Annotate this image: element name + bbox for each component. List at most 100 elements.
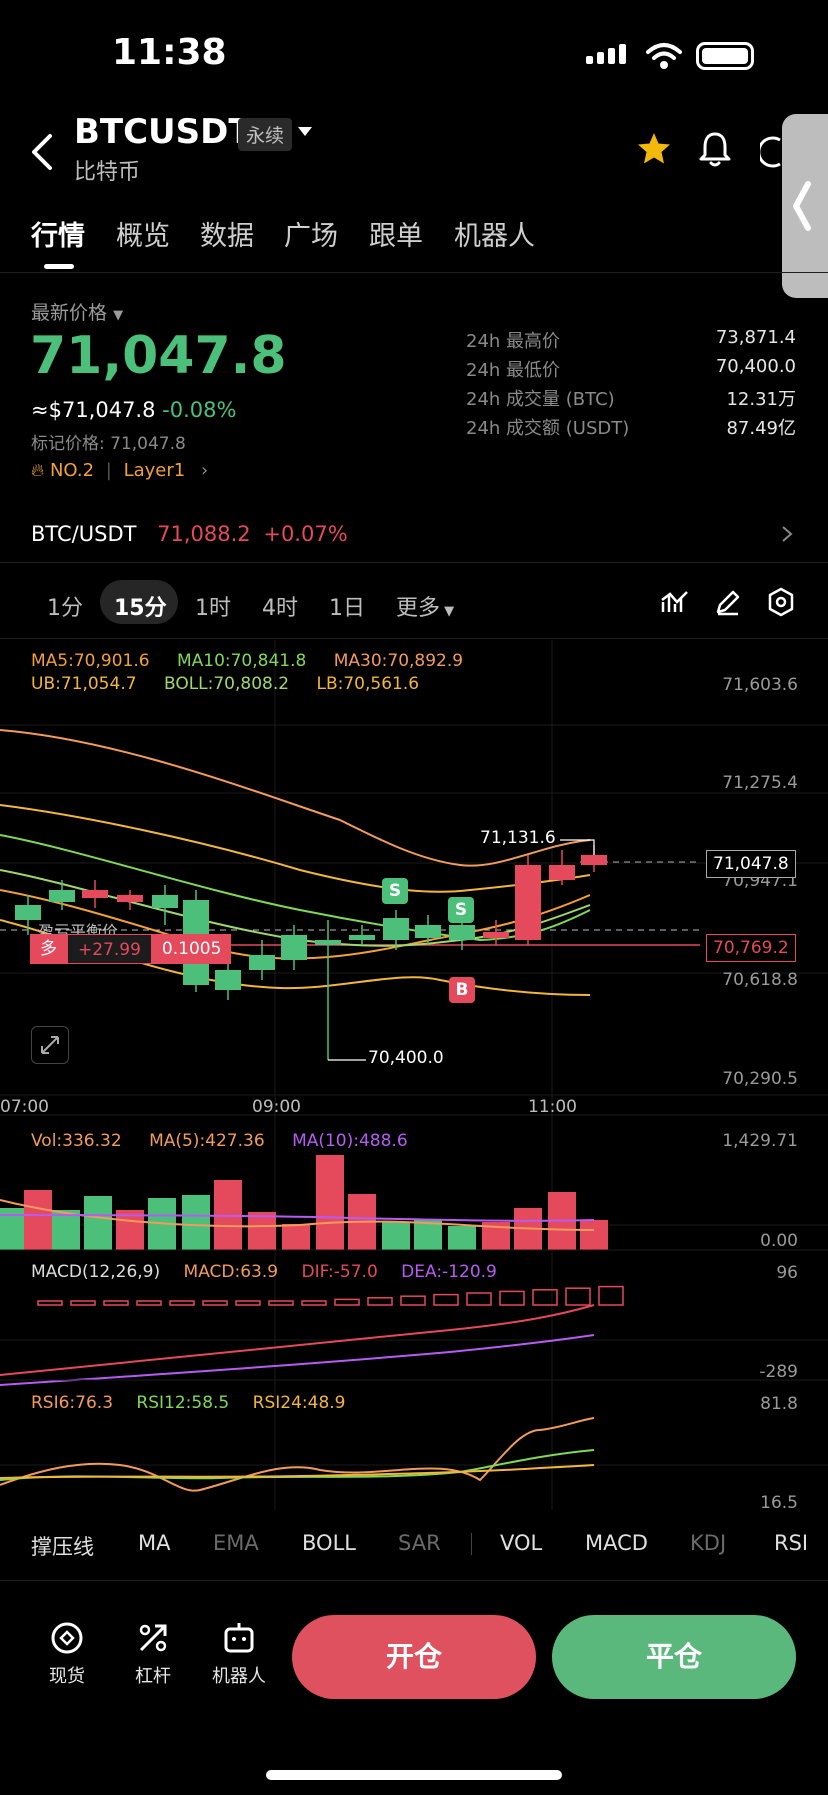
volume-min: 0.00 (760, 1231, 798, 1251)
stat-label-turnover: 24h 成交额 (USDT) (466, 418, 630, 439)
open-position-button[interactable]: 开仓 (292, 1615, 536, 1699)
indicator-support-resistance[interactable]: 撑压线 (31, 1535, 94, 1559)
indicator-boll[interactable]: BOLL (302, 1531, 356, 1555)
indicator-kdj[interactable]: KDJ (690, 1531, 727, 1555)
spot-change: +0.07% (263, 522, 348, 546)
symbol-dropdown-icon[interactable] (298, 127, 312, 136)
timeframe-1h[interactable]: 1时 (195, 596, 231, 621)
macd-histogram-bar (37, 1300, 63, 1306)
nav-bot-label: 机器人 (212, 1666, 266, 1687)
y-tick: 70,290.5 (722, 1069, 798, 1089)
legend-rsi24: RSI24:48.9 (252, 1393, 346, 1413)
candle (15, 905, 41, 920)
position-side: 多 (30, 934, 67, 964)
indicator-rsi[interactable]: RSI (774, 1531, 809, 1555)
legend-lb: LB:70,561.6 (316, 674, 420, 694)
legend-boll: BOLL:70,808.2 (163, 674, 290, 694)
cellular-signal-icon (586, 44, 630, 64)
latest-price-label[interactable]: 最新价格 ▼ (31, 298, 123, 325)
nav-bot[interactable]: 机器人 (199, 1620, 279, 1688)
candle (483, 932, 509, 938)
spot-pair: BTC/USDT (31, 522, 137, 546)
high-marker-line (560, 839, 595, 855)
position-tag[interactable]: 多 +27.99 0.1005 (30, 934, 232, 964)
buy-marker[interactable]: B (449, 977, 475, 1003)
timeframe-4h[interactable]: 4时 (262, 596, 298, 621)
coin-name: 比特币 (74, 160, 141, 185)
tab-copy-trading[interactable]: 跟单 (369, 221, 423, 252)
side-drawer-handle[interactable] (782, 114, 828, 298)
mark-price: 标记价格: 71,047.8 (31, 434, 186, 454)
candle (215, 970, 241, 990)
x-tick: 09:00 (252, 1097, 301, 1117)
nav-spot[interactable]: 现货 (27, 1620, 107, 1688)
legend-vol-ma5: MA(5):427.36 (149, 1131, 265, 1151)
timeframe-1m[interactable]: 1分 (47, 596, 83, 621)
chart-settings-icon[interactable] (767, 587, 795, 617)
legend-ma30: MA30:70,892.9 (333, 651, 464, 671)
macd-legend: MACD(12,26,9) MACD:63.9 DIF:-57.0 DEA:-1… (31, 1262, 497, 1282)
timeframe-15m[interactable]: 15分 (114, 596, 167, 621)
indicator-ema[interactable]: EMA (213, 1531, 259, 1555)
volume-bar (116, 1210, 144, 1250)
macd-histogram-bar (565, 1287, 591, 1306)
fullscreen-button[interactable] (31, 1026, 69, 1064)
volume-bar (282, 1224, 310, 1250)
timeframe-1d[interactable]: 1日 (329, 596, 365, 621)
candlestick-chart[interactable] (0, 640, 828, 1510)
legend-macd-title: MACD(12,26,9) (31, 1262, 161, 1282)
tab-square[interactable]: 广场 (284, 221, 338, 252)
close-position-button[interactable]: 平仓 (552, 1615, 796, 1699)
tab-overview[interactable]: 概览 (116, 221, 170, 252)
sell-marker[interactable]: S (382, 878, 408, 904)
timeframe-more-label: 更多 (396, 596, 441, 621)
indicator-vol[interactable]: VOL (500, 1531, 543, 1555)
tab-bots[interactable]: 机器人 (454, 221, 535, 252)
stat-label-low: 24h 最低价 (466, 360, 561, 381)
rsi-min: 16.5 (760, 1493, 798, 1513)
macd-histogram-bar (103, 1300, 129, 1306)
sell-marker[interactable]: S (448, 897, 474, 923)
macd-histogram-bar (499, 1290, 525, 1306)
rank-row[interactable]: 🔥︎ NO.2 | Layer1 › (31, 460, 208, 481)
nav-leverage[interactable]: 杠杆 (113, 1620, 193, 1688)
indicator-ma[interactable]: MA (138, 1531, 171, 1555)
latest-price-label-text: 最新价格 (31, 302, 108, 324)
favorite-star-icon[interactable] (636, 131, 672, 167)
fire-icon: 🔥︎ (31, 460, 45, 481)
macd-histogram-bar (367, 1297, 393, 1306)
y-tick: 71,603.6 (722, 675, 798, 695)
volume-bar (24, 1190, 52, 1250)
legend-ub: UB:71,054.7 (31, 674, 137, 694)
indicator-sar[interactable]: SAR (398, 1531, 441, 1555)
x-tick: 11:00 (528, 1097, 577, 1117)
chevron-right-icon[interactable] (780, 524, 794, 544)
home-indicator (266, 1770, 562, 1780)
spot-icon (51, 1622, 83, 1654)
macd-min: -289 (759, 1362, 798, 1382)
indicator-chart-icon[interactable] (660, 590, 690, 616)
tab-data[interactable]: 数据 (200, 221, 254, 252)
indicator-macd[interactable]: MACD (585, 1531, 648, 1555)
timeframe-more[interactable]: 更多 ▼ (396, 590, 454, 622)
legend-ma5: MA5:70,901.6 (31, 651, 150, 671)
caret-down-icon: ▼ (113, 308, 124, 323)
stat-value-volume: 12.31万 (726, 389, 796, 410)
sector-tag: Layer1 (123, 460, 186, 481)
volume-bar (84, 1196, 112, 1250)
volume-legend: Vol:336.32 MA(5):427.36 MA(10):488.6 (31, 1131, 408, 1151)
last-price: 71,047.8 (30, 326, 287, 386)
volume-bar (52, 1210, 80, 1250)
symbol-title[interactable]: BTCUSDT (74, 112, 252, 152)
stat-label-high: 24h 最高价 (466, 331, 561, 352)
spot-price-row[interactable]: BTC/USDT 71,088.2 +0.07% (31, 522, 348, 546)
refresh-icon[interactable] (760, 134, 782, 170)
tab-market[interactable]: 行情 (31, 221, 85, 252)
macd-histogram-bar (334, 1298, 360, 1306)
candle (449, 925, 475, 940)
back-arrow-icon[interactable] (26, 132, 62, 172)
legend-vol: Vol:336.32 (31, 1131, 122, 1151)
bell-icon[interactable] (698, 130, 732, 168)
macd-histogram-bar (400, 1295, 426, 1306)
draw-pen-icon[interactable] (714, 588, 742, 616)
